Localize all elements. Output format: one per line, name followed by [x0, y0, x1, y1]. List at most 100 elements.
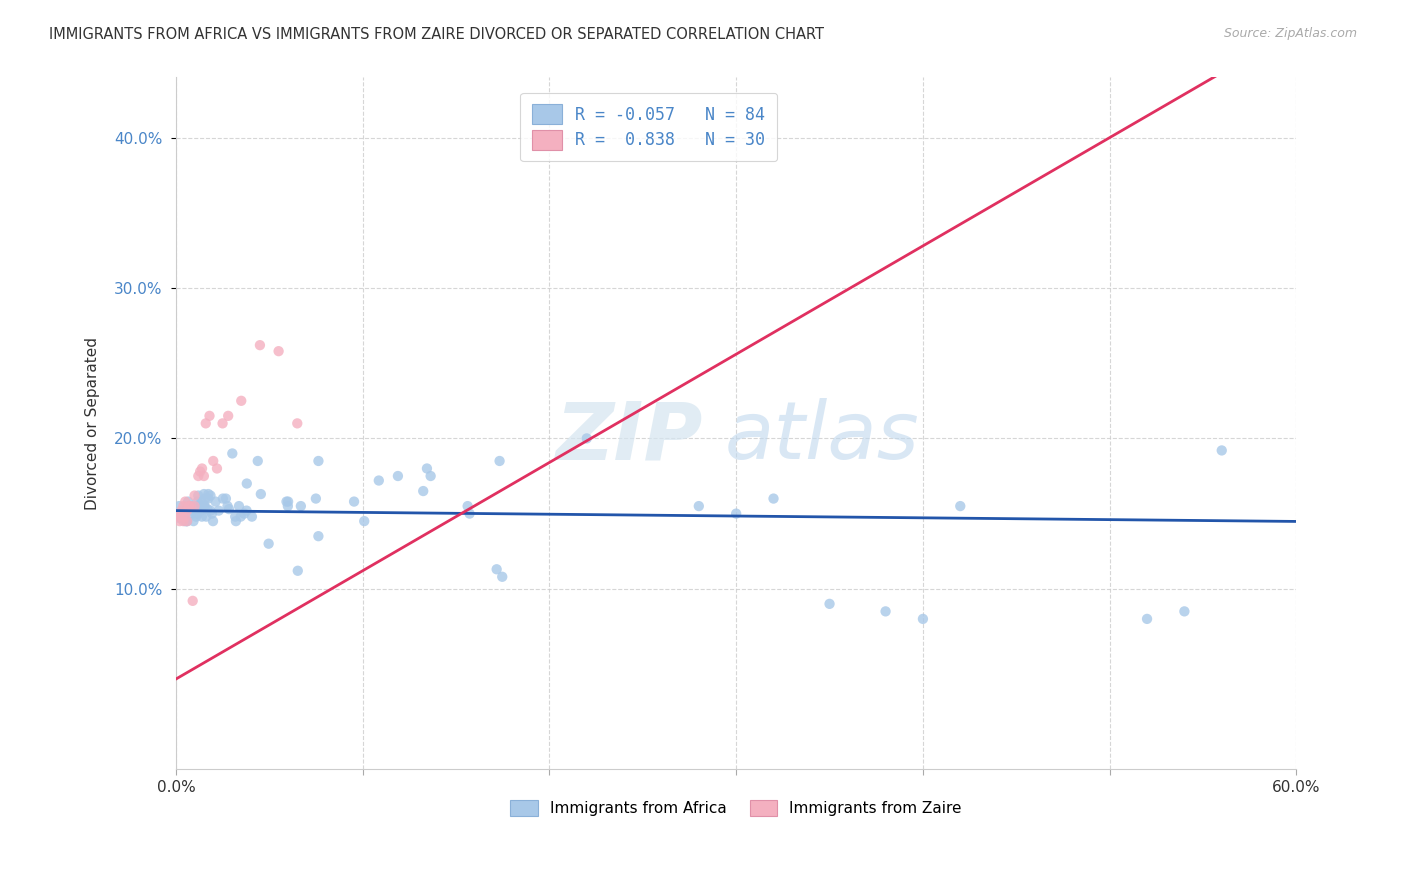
- Immigrants from Africa: [197, 502, 219, 516]
- Immigrants from Zaire: [166, 509, 188, 524]
- Immigrants from Africa: [949, 499, 972, 513]
- Immigrants from Africa: [190, 503, 212, 517]
- Immigrants from Zaire: [285, 417, 308, 431]
- Text: ZIP: ZIP: [555, 398, 703, 476]
- Immigrants from Africa: [197, 491, 219, 506]
- Immigrants from Africa: [201, 507, 224, 521]
- Immigrants from Africa: [228, 499, 250, 513]
- Immigrants from Africa: [307, 454, 329, 468]
- Immigrants from Africa: [176, 514, 198, 528]
- Immigrants from Africa: [180, 503, 202, 517]
- Immigrants from Africa: [172, 507, 194, 521]
- Immigrants from Africa: [250, 487, 273, 501]
- Immigrants from Africa: [416, 461, 439, 475]
- Immigrants from Africa: [911, 612, 934, 626]
- Immigrants from Africa: [186, 509, 208, 524]
- Immigrants from Africa: [204, 494, 226, 508]
- Immigrants from Africa: [287, 564, 309, 578]
- Immigrants from Africa: [190, 494, 212, 508]
- Immigrants from Zaire: [181, 594, 204, 608]
- Immigrants from Africa: [367, 474, 389, 488]
- Immigrants from Africa: [190, 499, 212, 513]
- Immigrants from Africa: [343, 494, 366, 508]
- Immigrants from Africa: [225, 514, 247, 528]
- Immigrants from Zaire: [191, 461, 214, 475]
- Immigrants from Africa: [212, 491, 235, 506]
- Immigrants from Zaire: [183, 489, 205, 503]
- Immigrants from Africa: [236, 476, 259, 491]
- Immigrants from Africa: [277, 494, 299, 508]
- Immigrants from Zaire: [174, 509, 197, 524]
- Immigrants from Zaire: [217, 409, 239, 423]
- Immigrants from Africa: [169, 511, 191, 525]
- Immigrants from Zaire: [194, 417, 217, 431]
- Immigrants from Africa: [191, 499, 214, 513]
- Immigrants from Africa: [197, 487, 219, 501]
- Immigrants from Africa: [725, 507, 748, 521]
- Immigrants from Africa: [412, 484, 434, 499]
- Immigrants from Africa: [1136, 612, 1159, 626]
- Immigrants from Africa: [485, 562, 508, 576]
- Immigrants from Zaire: [172, 514, 194, 528]
- Immigrants from Africa: [419, 469, 441, 483]
- Immigrants from Africa: [186, 507, 208, 521]
- Immigrants from Africa: [235, 503, 257, 517]
- Immigrants from Zaire: [193, 469, 215, 483]
- Immigrants from Zaire: [172, 499, 194, 513]
- Immigrants from Africa: [179, 499, 201, 513]
- Immigrants from Africa: [194, 499, 217, 513]
- Immigrants from Zaire: [180, 499, 202, 513]
- Immigrants from Africa: [194, 491, 217, 506]
- Immigrants from Zaire: [187, 469, 209, 483]
- Immigrants from Africa: [177, 494, 200, 508]
- Immigrants from Zaire: [231, 393, 253, 408]
- Immigrants from Zaire: [249, 338, 271, 352]
- Immigrants from Africa: [257, 537, 280, 551]
- Immigrants from Africa: [305, 491, 328, 506]
- Immigrants from Africa: [202, 514, 225, 528]
- Immigrants from Africa: [193, 499, 215, 513]
- Immigrants from Africa: [229, 509, 252, 524]
- Immigrants from Africa: [290, 499, 312, 513]
- Immigrants from Africa: [240, 509, 263, 524]
- Immigrants from Africa: [457, 499, 479, 513]
- Immigrants from Africa: [180, 507, 202, 521]
- Immigrants from Africa: [1211, 443, 1233, 458]
- Immigrants from Zaire: [198, 409, 221, 423]
- Immigrants from Africa: [491, 570, 513, 584]
- Immigrants from Zaire: [205, 461, 228, 475]
- Immigrants from Africa: [186, 499, 208, 513]
- Immigrants from Africa: [167, 499, 190, 513]
- Y-axis label: Divorced or Separated: Divorced or Separated: [86, 337, 100, 510]
- Immigrants from Africa: [688, 499, 710, 513]
- Immigrants from Africa: [875, 604, 897, 618]
- Immigrants from Zaire: [188, 465, 211, 479]
- Immigrants from Africa: [221, 446, 243, 460]
- Immigrants from Africa: [218, 502, 240, 516]
- Immigrants from Africa: [176, 514, 198, 528]
- Immigrants from Africa: [174, 514, 197, 528]
- Immigrants from Zaire: [169, 514, 191, 528]
- Immigrants from Africa: [762, 491, 785, 506]
- Immigrants from Africa: [276, 494, 298, 508]
- Immigrants from Africa: [200, 503, 222, 517]
- Immigrants from Zaire: [211, 417, 233, 431]
- Immigrants from Africa: [166, 509, 188, 524]
- Immigrants from Zaire: [170, 503, 193, 517]
- Legend: Immigrants from Africa, Immigrants from Zaire: Immigrants from Africa, Immigrants from …: [503, 793, 970, 824]
- Immigrants from Zaire: [183, 499, 205, 513]
- Immigrants from Africa: [191, 509, 214, 524]
- Immigrants from Africa: [224, 509, 246, 524]
- Immigrants from Africa: [187, 494, 209, 508]
- Immigrants from Africa: [200, 489, 222, 503]
- Immigrants from Africa: [215, 491, 238, 506]
- Immigrants from Africa: [277, 499, 299, 513]
- Immigrants from Africa: [208, 503, 231, 517]
- Immigrants from Africa: [169, 509, 191, 524]
- Immigrants from Zaire: [174, 494, 197, 508]
- Text: atlas: atlas: [725, 398, 920, 476]
- Immigrants from Zaire: [267, 344, 290, 359]
- Immigrants from Zaire: [170, 509, 193, 524]
- Immigrants from Africa: [183, 514, 205, 528]
- Immigrants from Zaire: [177, 499, 200, 513]
